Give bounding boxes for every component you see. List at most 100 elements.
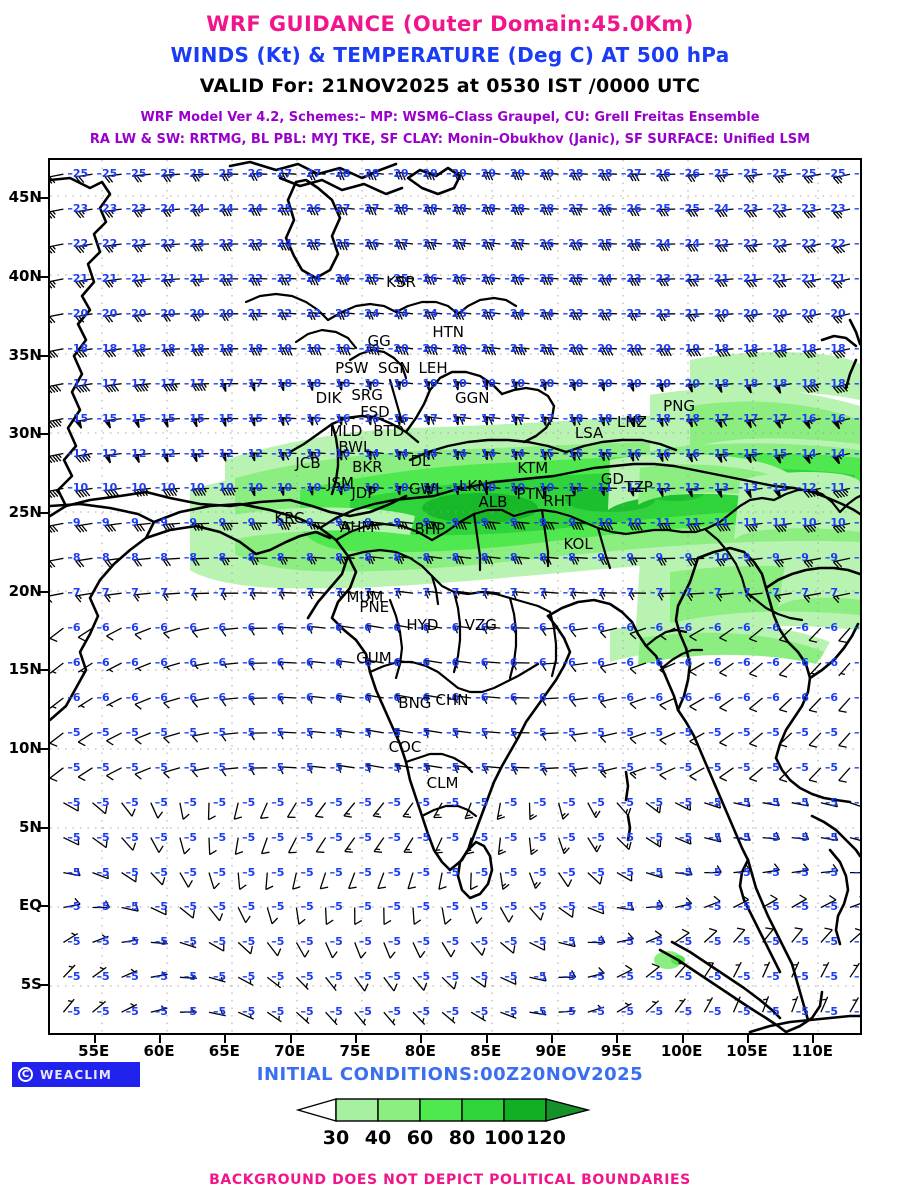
wind-barb: [453, 276, 472, 286]
temperature-value: –15: [213, 411, 234, 425]
temperature-value: –6: [475, 690, 489, 704]
wind-barb: [394, 450, 414, 461]
temperature-value: –5: [650, 795, 664, 809]
temperature-value: –5: [271, 865, 285, 879]
temperature-value: –5: [67, 935, 81, 949]
temperature-value: –20: [67, 306, 89, 320]
wind-barb: [541, 346, 559, 356]
wind-barb: [628, 347, 647, 356]
temperature-value: –12: [213, 446, 234, 460]
wind-barb: [453, 520, 472, 531]
colorbar-swatch: [419, 1098, 463, 1122]
wind-barb: [162, 557, 180, 567]
temperature-value: –11: [853, 481, 860, 495]
temperature-value: –5: [766, 865, 780, 879]
temperature-value: –15: [591, 446, 613, 460]
wind-barb: [395, 346, 414, 356]
wind-barb: [657, 243, 676, 252]
wind-barb: [278, 242, 297, 251]
wind-barb: [482, 346, 501, 356]
wind-barb: [106, 767, 122, 781]
temperature-value: –5: [242, 725, 256, 739]
wind-barb: [657, 348, 676, 357]
wind-barb: [774, 313, 792, 324]
temperature-value: –5: [737, 760, 751, 774]
wind-barb: [337, 729, 355, 739]
temperature-value: –28: [329, 167, 351, 181]
temperature-value: –7: [183, 586, 198, 600]
map-canvas[interactable]: –25 –25 –25 –25 –25 –25 –26 –27 –27 –28 –28 –29 –29–…: [48, 158, 862, 1035]
wind-barb: [512, 590, 530, 600]
wind-barb: [482, 276, 501, 286]
temperature-value: –22: [650, 306, 671, 320]
temperature-value: –25: [125, 167, 147, 181]
temperature-value: –5: [795, 935, 809, 949]
longitude-tick-mark: [355, 1035, 358, 1043]
latitude-tick-mark: [40, 275, 48, 278]
wind-barb: [424, 241, 443, 251]
temperature-value: –5: [766, 935, 780, 949]
wind-barb: [541, 206, 559, 216]
temperature-value: –22: [300, 306, 322, 320]
wind-barb: [774, 278, 792, 289]
temperature-value: –7: [271, 586, 285, 600]
wind-barb: [308, 311, 326, 321]
temperature-value: –23: [96, 202, 118, 216]
wind-barb: [191, 627, 210, 638]
wind-barb: [482, 380, 501, 391]
temperature-value: –26: [504, 271, 526, 285]
temperature-value: –18: [853, 341, 860, 355]
wind-barb: [104, 522, 122, 533]
temperature-value: –5: [67, 1005, 81, 1019]
station-label: TZP: [624, 477, 653, 496]
temperature-value: –5: [737, 935, 751, 949]
temperature-value: –14: [504, 446, 526, 460]
temperature-value: –9: [96, 516, 110, 530]
temperature-value: –5: [591, 830, 605, 844]
temperature-value: –21: [824, 271, 846, 285]
temperature-value: –5: [853, 900, 860, 914]
wind-barb: [808, 732, 822, 748]
temperature-value: –23: [213, 236, 234, 250]
wind-barb: [134, 662, 152, 672]
colorbar[interactable]: [295, 1097, 606, 1125]
wind-barb: [657, 592, 676, 601]
temperature-value: –5: [271, 900, 285, 914]
wind-barb: [719, 627, 734, 642]
temperature-value: –5: [650, 760, 664, 774]
temperature-value: –16: [824, 411, 846, 425]
temperature-value: –5: [475, 760, 489, 774]
temperature-value: –6: [96, 656, 110, 670]
temperature-value: –25: [533, 271, 555, 285]
wind-barb: [453, 450, 472, 461]
wind-barb: [249, 627, 268, 636]
temperature-value: –6: [329, 621, 343, 635]
temperature-value: –25: [795, 167, 817, 181]
wind-barb: [219, 417, 239, 427]
latitude-tick-mark: [40, 747, 48, 750]
wind-barb: [307, 381, 326, 391]
temperature-value: –5: [300, 865, 314, 879]
temperature-value: –5: [737, 970, 751, 984]
station-label: LSA: [574, 423, 604, 442]
temperature-value: –23: [824, 202, 846, 216]
wind-barb: [190, 417, 210, 428]
temperature-value: –17: [67, 376, 89, 390]
wind-barb: [75, 278, 93, 289]
wind-barb: [744, 417, 763, 429]
temperature-value: –5: [183, 900, 198, 914]
wind-barb: [482, 626, 501, 635]
wind-barb: [104, 557, 122, 568]
temperature-value: –5: [67, 795, 81, 809]
temperature-value: –5: [446, 970, 460, 984]
station-label: BTD: [373, 421, 405, 440]
wind-barb: [656, 452, 676, 462]
temperature-value: –18: [67, 341, 89, 355]
temperature-value: –5: [766, 1005, 780, 1019]
wind-barb: [774, 522, 792, 533]
temperature-value: –6: [387, 621, 401, 635]
temperature-value: –5: [446, 865, 460, 879]
temperature-value: –9: [67, 516, 81, 530]
wind-barb: [424, 276, 443, 286]
temperature-value: –11: [737, 516, 759, 530]
